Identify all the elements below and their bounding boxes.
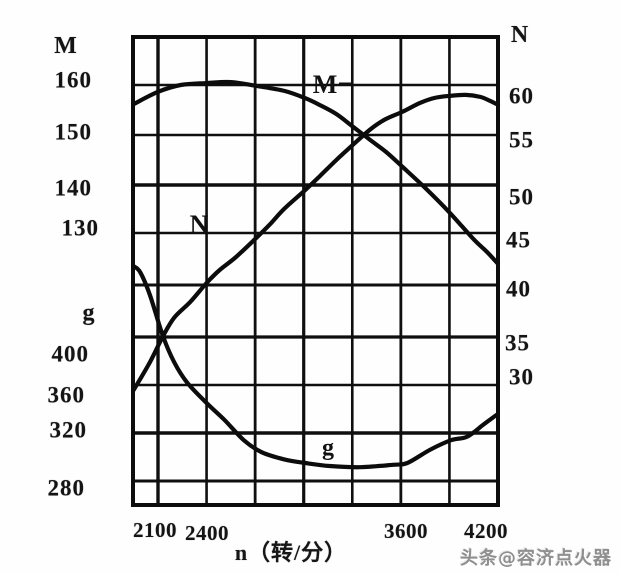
watermark: 头条@容济点火器 [460,548,612,569]
g-curve-label: g [322,435,334,461]
torque-axis-tick: 130 [61,215,99,241]
right-axis-title-power: N [510,22,530,48]
n-curve-label: N [190,210,209,239]
left-axis-title-fuel: g [82,300,96,326]
power-axis-tick: 35 [505,330,530,356]
plot-frame [131,35,500,507]
power-axis-tick: 50 [509,184,534,210]
fuel-axis-tick: 400 [51,341,89,367]
power-axis-tick: 30 [509,364,534,390]
rpm-axis-tick: 4200 [464,519,508,543]
rpm-axis-tick: 3600 [384,519,428,543]
torque-axis-tick: 150 [54,119,92,145]
curve-lines [131,79,501,470]
power-axis-tick: 45 [506,227,531,253]
g-curve [131,264,499,470]
power-axis-tick: 40 [506,276,531,302]
m-curve-label: M [313,70,338,99]
torque-axis-tick: 140 [54,175,92,201]
fuel-axis-tick: 360 [47,382,85,408]
m-curve [131,79,501,266]
torque-axis-tick: 160 [54,67,92,93]
grid-lines [133,37,500,505]
fuel-axis-tick: 320 [49,417,87,443]
power-axis-tick: 55 [509,127,534,153]
rpm-axis-tick: 2400 [185,521,229,545]
fuel-axis-tick: 280 [47,475,85,501]
left-axis-title-torque: M [54,33,78,59]
rpm-axis-tick: 2100 [133,518,177,542]
n-curve [131,92,501,393]
x-axis-title: n（转/分） [234,540,348,565]
power-axis-tick: 60 [509,83,534,109]
